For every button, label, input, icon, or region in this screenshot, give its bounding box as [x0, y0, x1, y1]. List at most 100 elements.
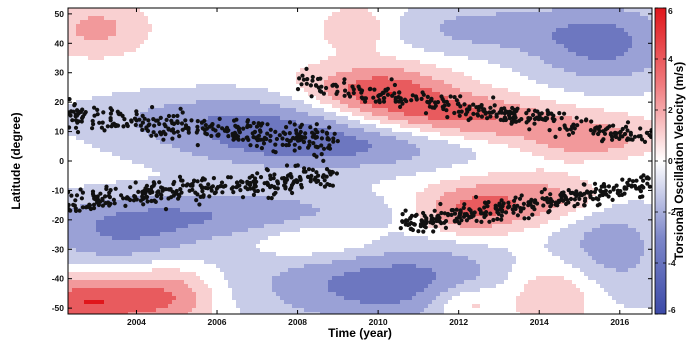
field-cell: [208, 120, 213, 125]
field-cell: [204, 232, 209, 237]
field-cell: [72, 32, 77, 37]
field-cell: [88, 280, 93, 285]
field-cell: [256, 220, 261, 225]
field-cell: [184, 104, 189, 109]
field-cell: [72, 248, 77, 253]
field-cell: [116, 88, 121, 93]
field-cell: [184, 44, 189, 49]
field-cell: [268, 124, 273, 129]
field-cell: [124, 260, 129, 265]
field-cell: [136, 312, 141, 314]
field-cell: [132, 256, 137, 261]
field-cell: [252, 200, 257, 205]
field-cell: [164, 220, 169, 225]
field-cell: [156, 16, 161, 21]
field-cell: [172, 140, 177, 145]
field-cell: [196, 232, 201, 237]
field-cell: [168, 192, 173, 197]
field-cell: [96, 60, 101, 65]
field-cell: [148, 180, 153, 185]
field-cell: [184, 176, 189, 181]
field-cell: [212, 24, 217, 29]
field-cell: [164, 20, 169, 25]
field-cell: [320, 220, 325, 225]
field-cell: [168, 24, 173, 29]
field-cell: [160, 288, 165, 293]
field-cell: [116, 288, 121, 293]
field-cell: [100, 236, 105, 241]
field-cell: [120, 304, 125, 309]
field-cell: [160, 236, 165, 241]
field-cell: [112, 148, 117, 153]
field-cell: [72, 288, 77, 293]
field-cell: [152, 144, 157, 149]
field-cell: [324, 20, 329, 25]
field-cell: [296, 236, 301, 241]
field-cell: [168, 232, 173, 237]
field-cell: [296, 220, 301, 225]
field-cell: [144, 76, 149, 81]
field-cell: [260, 164, 265, 169]
field-cell: [272, 296, 277, 301]
field-cell: [268, 152, 273, 157]
field-cell: [324, 192, 329, 197]
field-cell: [148, 220, 153, 225]
field-cell: [124, 76, 129, 81]
field-cell: [308, 132, 313, 137]
field-cell: [172, 48, 177, 53]
field-cell: [200, 256, 205, 261]
field-cell: [156, 212, 161, 217]
field-cell: [124, 272, 129, 277]
field-cell: [308, 44, 313, 49]
field-cell: [80, 124, 85, 129]
field-cell: [96, 176, 101, 181]
field-cell: [112, 164, 117, 169]
field-cell: [180, 76, 185, 81]
field-cell: [144, 52, 149, 57]
field-cell: [140, 12, 145, 17]
field-cell: [188, 136, 193, 141]
field-cell: [304, 88, 309, 93]
field-cell: [308, 292, 313, 297]
field-cell: [288, 64, 293, 69]
field-cell: [264, 172, 269, 177]
field-cell: [188, 192, 193, 197]
field-cell: [248, 12, 253, 17]
field-cell: [228, 24, 233, 29]
field-cell: [304, 60, 309, 65]
field-cell: [72, 72, 77, 77]
field-cell: [208, 72, 213, 77]
field-cell: [128, 284, 133, 289]
field-cell: [276, 92, 281, 97]
field-cell: [92, 68, 97, 73]
field-cell: [208, 168, 213, 173]
field-cell: [204, 284, 209, 289]
field-cell: [172, 224, 177, 229]
field-cell: [184, 232, 189, 237]
field-cell: [112, 156, 117, 161]
field-cell: [224, 264, 229, 269]
field-cell: [224, 76, 229, 81]
field-cell: [128, 272, 133, 277]
field-cell: [212, 312, 217, 314]
field-cell: [316, 216, 321, 221]
field-cell: [308, 280, 313, 285]
field-cell: [188, 196, 193, 201]
field-cell: [204, 188, 209, 193]
field-cell: [268, 156, 273, 161]
field-cell: [284, 196, 289, 201]
field-cell: [308, 160, 313, 165]
field-cell: [148, 244, 153, 249]
field-cell: [244, 236, 249, 241]
field-cell: [68, 160, 73, 165]
field-cell: [220, 308, 225, 313]
field-cell: [100, 96, 105, 101]
field-cell: [92, 268, 97, 273]
field-cell: [240, 152, 245, 157]
field-cell: [212, 60, 217, 65]
field-cell: [268, 24, 273, 29]
field-cell: [248, 292, 253, 297]
field-cell: [232, 180, 237, 185]
field-cell: [284, 264, 289, 269]
field-cell: [260, 100, 265, 105]
